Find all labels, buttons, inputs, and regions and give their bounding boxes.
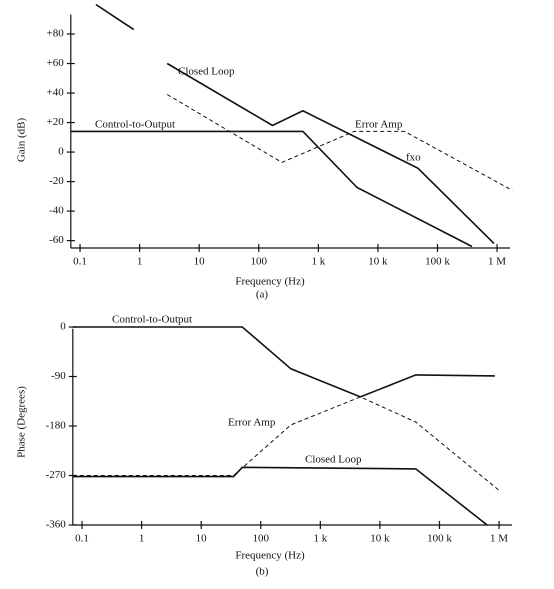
x-tick-label: 10 k bbox=[370, 533, 390, 545]
series-label: Error Amp bbox=[228, 417, 276, 429]
x-tick-label: 100 k bbox=[425, 256, 450, 268]
caption: (b) bbox=[256, 566, 269, 578]
y-tick-label: 0 bbox=[60, 321, 66, 333]
x-tick-label: 1 M bbox=[488, 256, 506, 268]
x-tick-label: 1 M bbox=[490, 533, 508, 545]
x-tick-label: 10 bbox=[196, 533, 208, 545]
y-tick-label: 0 bbox=[58, 146, 64, 158]
y-tick-label: +60 bbox=[47, 57, 65, 69]
y-tick-label: +40 bbox=[47, 87, 65, 99]
y-tick-label: -40 bbox=[49, 205, 64, 217]
y-tick-label: +20 bbox=[47, 116, 65, 128]
x-axis-title: Frequency (Hz) bbox=[235, 550, 305, 562]
x-axis-title: Frequency (Hz) bbox=[235, 276, 305, 288]
y-axis-title: Gain (dB) bbox=[16, 118, 28, 163]
x-tick-label: 1 k bbox=[313, 533, 327, 545]
series-label: Error Amp bbox=[355, 119, 403, 131]
y-tick-label: -180 bbox=[46, 420, 67, 432]
series-line bbox=[72, 466, 488, 526]
x-tick-label: 0.1 bbox=[75, 533, 89, 545]
y-tick-label: -360 bbox=[46, 519, 67, 531]
x-tick-label: 100 k bbox=[427, 533, 452, 545]
x-tick-label: 100 bbox=[251, 256, 268, 268]
series-line bbox=[95, 3, 495, 245]
x-tick-label: 10 k bbox=[368, 256, 388, 268]
y-tick-label: -90 bbox=[51, 370, 66, 382]
y-tick-label: -60 bbox=[49, 234, 64, 246]
series-label: Closed Loop bbox=[178, 66, 235, 78]
series-line bbox=[72, 326, 495, 398]
y-tick-label: -20 bbox=[49, 175, 64, 187]
x-tick-label: 1 bbox=[139, 533, 145, 545]
x-tick-label: 0.1 bbox=[73, 256, 87, 268]
series-label: Control-to-Output bbox=[95, 119, 175, 131]
x-tick-label: 1 bbox=[137, 256, 143, 268]
y-tick-label: -270 bbox=[46, 469, 67, 481]
caption: (a) bbox=[256, 289, 269, 301]
series-label: Closed Loop bbox=[305, 454, 362, 466]
series-line bbox=[72, 396, 500, 491]
y-axis-title: Phase (Degrees) bbox=[16, 386, 28, 458]
series-line bbox=[70, 130, 473, 248]
annotation: fxo bbox=[406, 152, 421, 164]
x-tick-label: 10 bbox=[194, 256, 206, 268]
series-line bbox=[166, 94, 513, 191]
series-label: Control-to-Output bbox=[112, 314, 192, 326]
x-tick-label: 100 bbox=[253, 533, 270, 545]
y-tick-label: +80 bbox=[47, 28, 65, 40]
x-tick-label: 1 k bbox=[311, 256, 325, 268]
